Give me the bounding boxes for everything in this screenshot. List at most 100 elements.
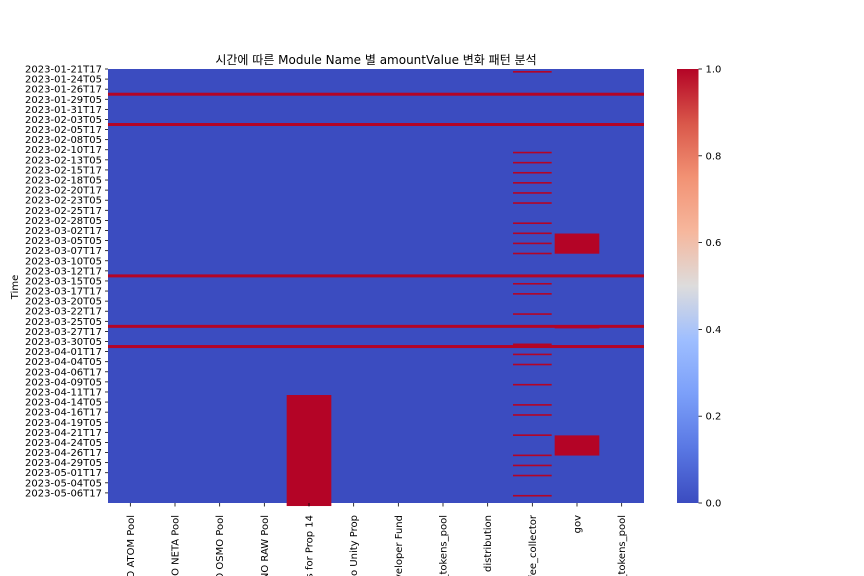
fee-collector-event (513, 343, 552, 346)
fee-collector-event (513, 282, 552, 285)
y-tick-label: 2023-03-30T05 (25, 337, 102, 348)
x-tick-label: O ATOM Pool (126, 515, 137, 576)
y-tick-label: 2023-05-01T17 (25, 468, 102, 479)
y-tick-label: 2023-03-15T05 (25, 276, 102, 287)
x-axis-ticks: O ATOM Pool NO NETA Pool O OSMO Pool NO RAW… (126, 503, 628, 576)
x-tick-label: _tokens_pool (439, 515, 450, 576)
y-tick-label: 2023-02-13T05 (25, 155, 102, 166)
y-tick-label: 2023-01-29T05 (25, 95, 102, 106)
heatmap-active-row (108, 274, 644, 278)
y-tick-label: 2023-04-16T17 (25, 408, 102, 419)
fee-collector-event (513, 202, 552, 204)
fee-collector-event (513, 171, 552, 174)
y-tick-label: 2023-03-02T17 (25, 226, 102, 237)
fee-collector-event (513, 71, 552, 73)
x-tick-label: NO RAW Pool (260, 515, 271, 576)
x-tick-label: fee_collector (528, 514, 539, 576)
y-tick-label: 2023-04-09T05 (25, 377, 102, 388)
x-tick-label: no Unity Prop (349, 515, 360, 576)
colorbar-tick-label: 0.4 (706, 325, 722, 336)
heatmap-active-block (554, 325, 600, 329)
y-tick-label: 2023-03-07T17 (25, 246, 102, 257)
y-tick-label: 2023-02-18T05 (25, 176, 102, 187)
heatmap-active-block (554, 233, 600, 254)
y-tick-label: 2023-04-24T05 (25, 438, 102, 449)
y-tick-label: 2023-02-05T17 (25, 125, 102, 136)
fee-collector-event (513, 454, 552, 457)
y-tick-label: 2023-04-19T05 (25, 418, 102, 429)
heatmap-active-block (554, 435, 600, 456)
fee-collector-event (513, 161, 552, 164)
y-tick-label: 2023-03-12T17 (25, 266, 102, 277)
fee-collector-event (513, 353, 552, 356)
y-tick-label: 2023-05-04T05 (25, 478, 102, 489)
heatmap-active-row (108, 324, 644, 328)
x-tick-label: O OSMO Pool (215, 515, 226, 576)
heatmap-active-block (286, 395, 332, 507)
y-tick-label: 2023-01-26T17 (25, 85, 102, 96)
y-tick-label: 2023-04-06T17 (25, 367, 102, 378)
heatmap-active-row (108, 92, 644, 96)
y-tick-label: 2023-03-10T05 (25, 256, 102, 267)
fee-collector-event (513, 494, 552, 497)
fee-collector-event (513, 383, 552, 386)
fee-collector-event (513, 404, 552, 406)
y-tick-label: 2023-03-27T17 (25, 327, 102, 338)
fee-collector-event (513, 151, 552, 154)
fee-collector-event (513, 293, 552, 295)
fee-collector-event (513, 242, 552, 245)
y-tick-label: 2023-04-26T17 (25, 448, 102, 459)
fee-collector-event (513, 474, 552, 477)
colorbar-tick-label: 0.6 (706, 238, 722, 249)
y-tick-label: 2023-03-25T05 (25, 317, 102, 328)
colorbar-tick-label: 0.0 (706, 499, 722, 510)
y-tick-label: 2023-02-20T17 (25, 186, 102, 197)
fee-collector-event (513, 363, 552, 366)
y-axis-label: Time (10, 275, 21, 300)
fee-collector-event (513, 232, 552, 235)
y-tick-label: 2023-01-24T05 (25, 75, 102, 86)
fee-collector-event (513, 313, 552, 315)
y-tick-label: 2023-02-08T05 (25, 135, 102, 146)
fee-collector-event (513, 464, 552, 467)
y-tick-label: 2023-02-10T17 (25, 145, 102, 156)
y-tick-label: 2023-03-05T05 (25, 236, 102, 247)
heatmap-active-row (108, 122, 644, 126)
y-tick-label: 2023-02-15T17 (25, 165, 102, 176)
y-tick-label: 2023-05-06T17 (25, 488, 102, 499)
fee-collector-event (513, 182, 552, 184)
y-tick-label: 2023-02-03T05 (25, 115, 102, 126)
y-tick-label: 2023-03-22T17 (25, 307, 102, 318)
y-tick-label: 2023-02-28T05 (25, 216, 102, 227)
chart-title: 시간에 따른 Module Name 별 amountValue 변화 패턴 분… (215, 53, 536, 67)
x-tick-label: _tokens_pool (617, 515, 628, 576)
fee-collector-event (513, 414, 552, 416)
y-tick-label: 2023-04-14T05 (25, 398, 102, 409)
colorbar (677, 69, 699, 503)
y-tick-label: 2023-02-23T05 (25, 196, 102, 207)
y-tick-label: 2023-02-25T17 (25, 206, 102, 217)
x-tick-label: distribution (483, 515, 494, 572)
heatmap-cells (108, 69, 644, 507)
colorbar-ticks: 0.0 0.2 0.4 0.6 0.8 1.0 (698, 65, 722, 510)
colorbar-gradient (677, 69, 699, 503)
colorbar-tick-label: 1.0 (706, 65, 722, 76)
fee-collector-event (513, 222, 552, 225)
fee-collector-event (513, 192, 552, 194)
x-tick-label: NO NETA Pool (171, 515, 182, 576)
colorbar-tick-label: 0.8 (706, 151, 722, 162)
x-tick-label: veloper Fund (394, 515, 405, 576)
heatmap-active-row (108, 345, 644, 349)
y-tick-label: 2023-04-04T05 (25, 357, 102, 368)
y-axis-ticks: 2023-01-21T172023-01-24T052023-01-26T172… (25, 65, 108, 499)
fee-collector-event (513, 434, 552, 436)
y-tick-label: 2023-04-11T17 (25, 387, 102, 398)
y-tick-label: 2023-04-29T05 (25, 458, 102, 469)
y-tick-label: 2023-04-01T17 (25, 347, 102, 358)
y-tick-label: 2023-01-21T17 (25, 65, 102, 76)
x-tick-label: s for Prop 14 (305, 515, 316, 576)
y-tick-label: 2023-03-17T17 (25, 287, 102, 298)
y-tick-label: 2023-04-21T17 (25, 428, 102, 439)
colorbar-tick-label: 0.2 (706, 412, 722, 423)
